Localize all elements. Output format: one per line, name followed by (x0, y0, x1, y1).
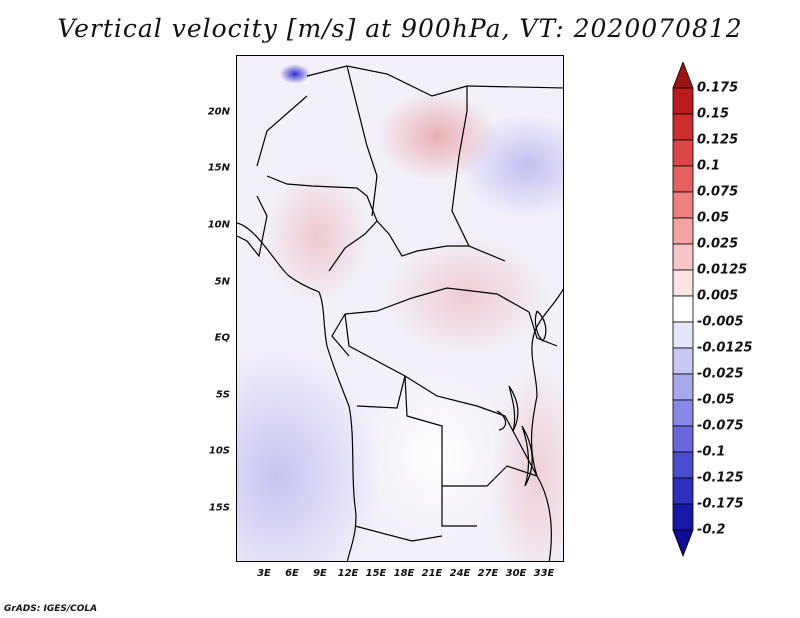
colorbar-bin (672, 347, 694, 375)
colorbar-label: -0.005 (697, 314, 744, 330)
lat-tick-label: 20N (207, 106, 230, 118)
colorbar-label: 0.005 (697, 288, 739, 304)
lat-tick-label: 10N (207, 219, 230, 231)
colorbar-label: -0.175 (697, 496, 744, 512)
colorbar-label: 0.15 (697, 106, 730, 122)
colorbar-bin (672, 87, 694, 115)
lat-tick-label: EQ (214, 332, 230, 344)
lat-tick-label: 15N (207, 162, 230, 174)
colorbar-bin (672, 425, 694, 453)
lon-tick-label: 24E (449, 568, 471, 579)
colorbar-bin (672, 399, 694, 427)
colorbar-label: -0.075 (697, 418, 744, 434)
colorbar-label: 0.175 (697, 80, 739, 96)
colorbar-label: 0.125 (697, 132, 739, 148)
lon-tick-label: 27E (477, 568, 499, 579)
colorbar-bin (672, 269, 694, 297)
colorbar-bin (672, 165, 694, 193)
lon-tick-label: 21E (421, 568, 443, 579)
lat-tick-label: 10S (208, 445, 230, 457)
lon-tick-label: 33E (533, 568, 555, 579)
lon-tick-label: 15E (365, 568, 387, 579)
lon-tick-label: 12E (337, 568, 359, 579)
colorbar-label: 0.0125 (697, 262, 748, 278)
lat-tick-label: 5S (215, 389, 230, 401)
colorbar-bin (672, 503, 694, 531)
colorbar-bin (672, 295, 694, 323)
colorbar-label: 0.025 (697, 236, 739, 252)
colorbar-bin (672, 139, 694, 167)
colorbar-bin (672, 217, 694, 245)
colorbar-label: 0.05 (697, 210, 730, 226)
colorbar-bin (672, 113, 694, 141)
lon-tick-label: 9E (313, 568, 327, 579)
colorbar-label: -0.1 (697, 444, 726, 460)
colorbar-label: 0.075 (697, 184, 739, 200)
plot-title: Vertical velocity [m/s] at 900hPa, VT: 2… (57, 14, 743, 43)
lat-tick-label: 15S (208, 502, 230, 514)
lon-tick-label: 18E (393, 568, 415, 579)
lat-tick-label: 5N (214, 276, 230, 288)
lon-tick-label: 6E (285, 568, 299, 579)
colorbar-bin (672, 451, 694, 479)
colorbar (672, 62, 694, 558)
colorbar-bin (672, 529, 694, 558)
colorbar-bin (672, 243, 694, 271)
colorbar-label: -0.0125 (697, 340, 753, 356)
colorbar-bin (672, 191, 694, 219)
lon-tick-label: 3E (257, 568, 271, 579)
colorbar-label: -0.025 (697, 366, 744, 382)
lon-tick-label: 30E (505, 568, 527, 579)
colorbar-bin (672, 373, 694, 401)
colorbar-label: 0.1 (697, 158, 721, 174)
map-plot-area (236, 55, 564, 562)
colorbar-label: -0.05 (697, 392, 735, 408)
colorbar-bin (672, 477, 694, 505)
colorbar-bin (672, 62, 694, 89)
colorbar-label: -0.125 (697, 470, 744, 486)
colorbar-bin (672, 321, 694, 349)
colorbar-label: -0.2 (697, 522, 726, 538)
boundary-lines (237, 65, 563, 561)
grads-credit: GrADS: IGES/COLA (4, 604, 98, 614)
